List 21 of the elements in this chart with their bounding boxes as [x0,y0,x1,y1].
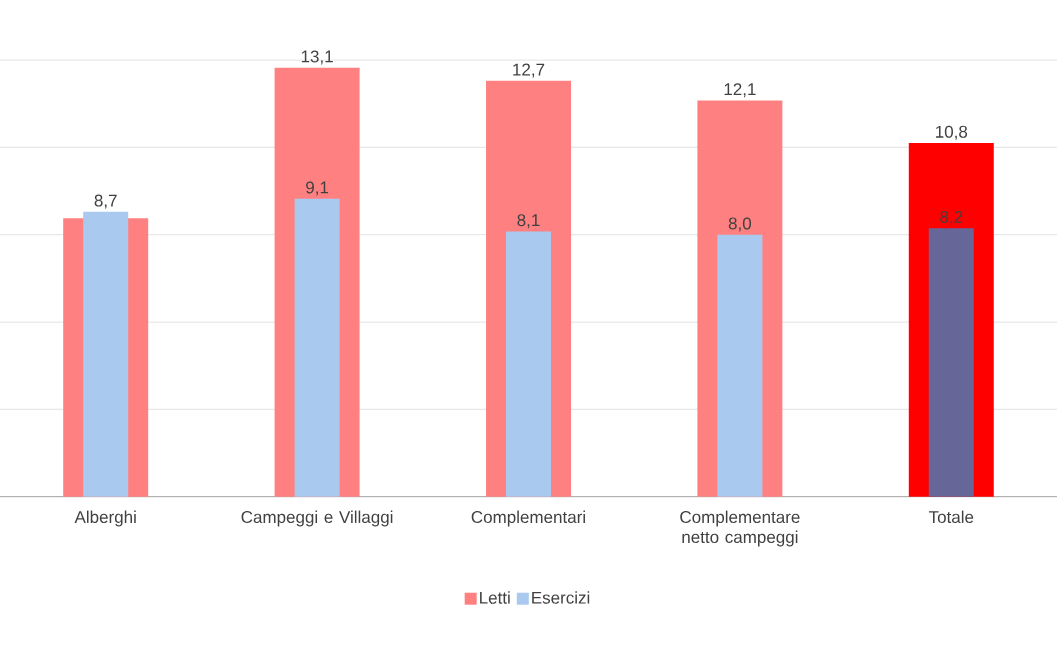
data-label: 8,0 [728,217,752,232]
bar [294,198,340,497]
data-label: 12,1 [724,83,756,98]
data-label: 8,2 [940,210,963,225]
data-label: 8,1 [517,214,540,229]
x-tick-label: Totale [928,510,974,524]
legend-label: Esercizi [532,591,590,604]
bar [506,231,551,497]
data-label: 13,1 [301,50,333,65]
data-label: 8,7 [94,194,117,209]
x-tick-label: Alberghi [74,510,136,527]
legend-label: Letti [480,591,510,604]
data-label: 9,1 [306,181,329,196]
x-tick-label: Campeggi e Villaggi [241,510,393,527]
bar [717,234,763,497]
data-label: 12,7 [513,63,545,78]
data-label: 10,8 [936,125,968,140]
x-tick-label: Complementare netto campeggi [680,510,800,547]
bar [83,211,129,497]
bar [928,228,974,497]
x-tick-label: Complementari [471,510,585,527]
